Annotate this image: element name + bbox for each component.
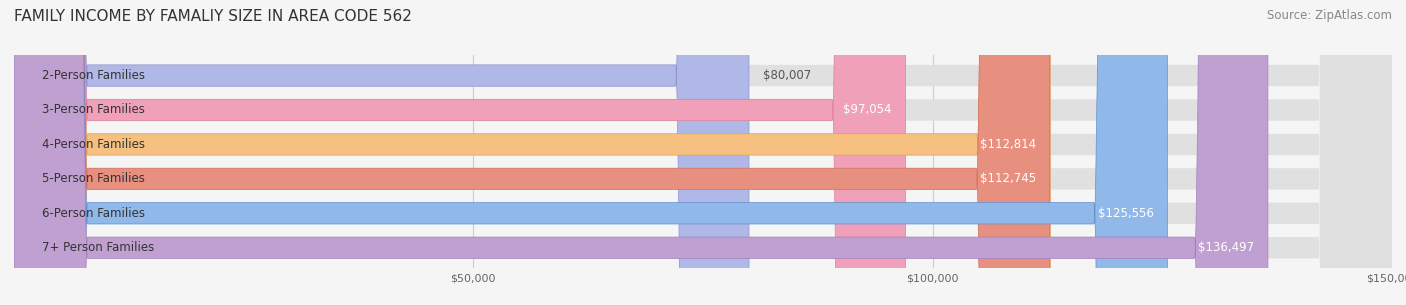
FancyBboxPatch shape (14, 0, 1392, 305)
Text: $125,556: $125,556 (1098, 207, 1153, 220)
Text: 3-Person Families: 3-Person Families (42, 103, 145, 117)
Text: $136,497: $136,497 (1198, 241, 1254, 254)
FancyBboxPatch shape (14, 0, 1167, 305)
FancyBboxPatch shape (14, 0, 1392, 305)
Text: 7+ Person Families: 7+ Person Families (42, 241, 153, 254)
FancyBboxPatch shape (14, 0, 1268, 305)
Text: $112,814: $112,814 (980, 138, 1036, 151)
FancyBboxPatch shape (14, 0, 1392, 305)
Text: FAMILY INCOME BY FAMALIY SIZE IN AREA CODE 562: FAMILY INCOME BY FAMALIY SIZE IN AREA CO… (14, 9, 412, 24)
Text: 6-Person Families: 6-Person Families (42, 207, 145, 220)
Text: 2-Person Families: 2-Person Families (42, 69, 145, 82)
Text: 4-Person Families: 4-Person Families (42, 138, 145, 151)
Text: Source: ZipAtlas.com: Source: ZipAtlas.com (1267, 9, 1392, 22)
FancyBboxPatch shape (14, 0, 749, 305)
FancyBboxPatch shape (14, 0, 1392, 305)
Text: $112,745: $112,745 (980, 172, 1036, 185)
FancyBboxPatch shape (14, 0, 1392, 305)
FancyBboxPatch shape (14, 0, 1392, 305)
Text: 5-Person Families: 5-Person Families (42, 172, 145, 185)
FancyBboxPatch shape (14, 0, 905, 305)
Text: $80,007: $80,007 (763, 69, 811, 82)
FancyBboxPatch shape (14, 0, 1050, 305)
FancyBboxPatch shape (14, 0, 1050, 305)
Text: $97,054: $97,054 (844, 103, 891, 117)
